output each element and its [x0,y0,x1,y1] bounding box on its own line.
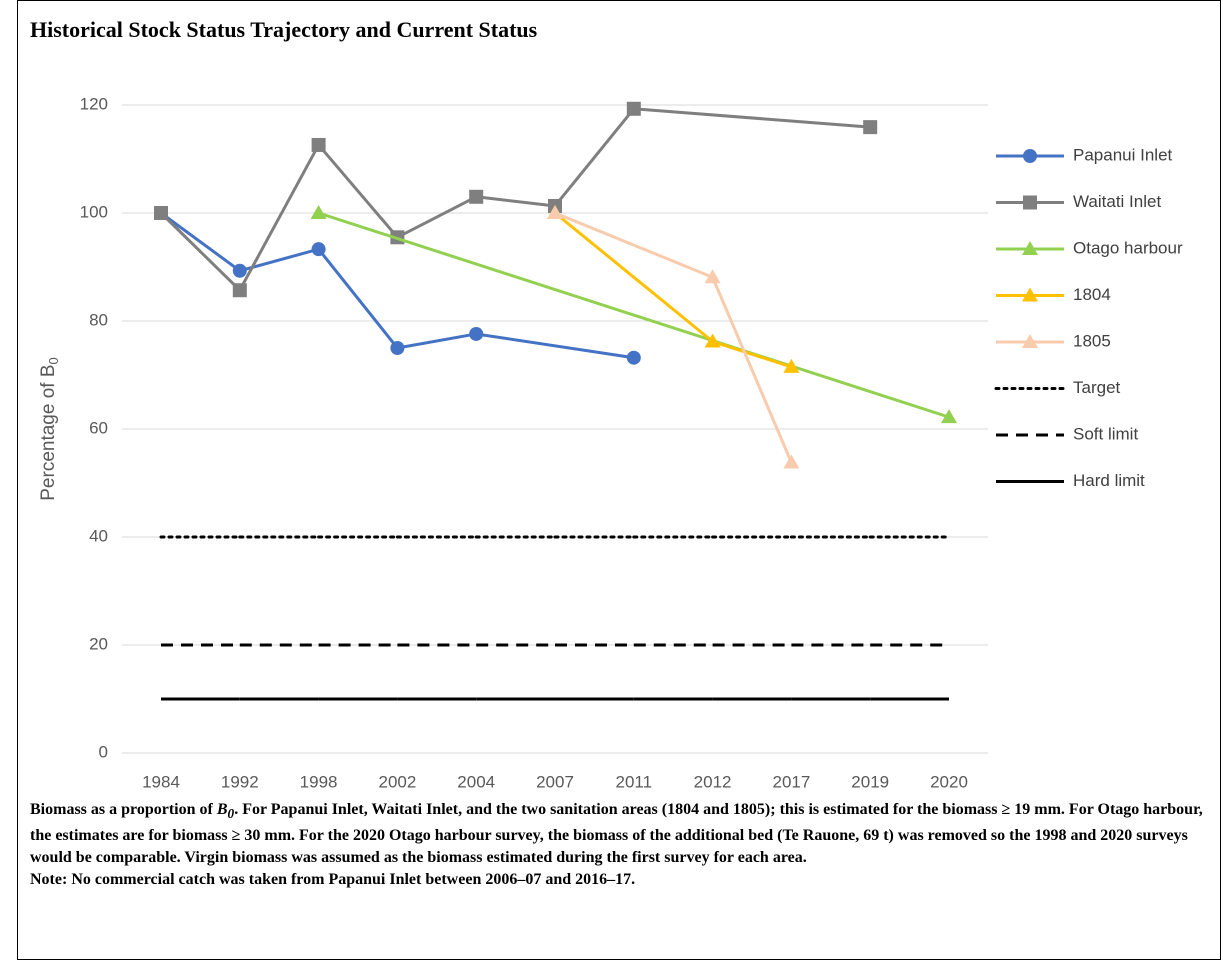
series-line [476,195,556,208]
legend-label: Hard limit [1073,471,1145,490]
caption-symbol: B [216,801,228,818]
marker [626,350,641,365]
caption-subscript: 0 [227,806,235,822]
series-line [317,143,399,239]
marker [154,206,168,220]
series-line [712,340,792,369]
x-tick-label: 2002 [378,772,416,791]
x-tick-label: 1998 [300,772,338,791]
y-axis-label: Percentage of B0 [38,357,61,501]
marker [783,358,800,373]
marker [390,341,405,355]
marker [310,205,327,219]
caption-note: Note: No commercial catch was taken from… [30,871,636,889]
legend-label: Target [1073,378,1121,397]
series-line [318,211,950,419]
marker [469,326,484,341]
series-line [317,248,399,349]
marker [311,137,326,152]
legend-label: 1804 [1073,285,1111,304]
marker [232,263,247,278]
caption-text: Biomass as a proportion of [30,801,217,818]
y-tick-label: 60 [89,418,108,437]
legend-marker [1022,241,1038,255]
y-axis-label-subscript: 0 [46,357,61,364]
y-tick-label: 100 [80,202,108,221]
legend-label: Papanui Inlet [1073,145,1173,164]
y-tick-label: 40 [89,526,108,545]
y-tick-label: 80 [89,310,108,329]
y-axis-label-text: Percentage of B [38,364,59,500]
marker [311,242,326,257]
marker [941,409,957,424]
series-line [397,332,477,350]
series-line [554,211,714,343]
x-tick-label: 2007 [536,772,574,791]
legend-label: Soft limit [1073,424,1138,443]
series-line [238,144,320,291]
x-tick-label: 2011 [616,772,653,791]
marker [626,101,641,116]
x-tick-label: 2012 [694,772,732,791]
x-tick-label: 2004 [457,772,495,791]
series-line [711,276,793,464]
x-tick-label: 2017 [772,772,810,791]
legend-label: 1805 [1073,331,1111,350]
caption: Biomass as a proportion of B0. For Papan… [30,799,1210,891]
marker [783,454,800,469]
marker [704,333,721,348]
marker [232,283,247,298]
legend-marker [1022,287,1038,302]
series-line [160,211,241,272]
y-tick-label: 0 [99,742,108,761]
legend-marker [1023,149,1037,163]
y-tick-label: 20 [89,634,108,653]
marker [863,120,878,135]
legend-label: Waitati Inlet [1073,192,1161,211]
series-line [159,211,241,292]
chart-title: Historical Stock Status Trajectory and C… [30,17,538,42]
series-line [553,107,635,207]
x-tick-label: 1992 [221,772,259,791]
y-tick-label: 120 [80,94,108,113]
series-line [633,107,871,129]
x-tick-label: 2020 [930,772,968,791]
x-tick-label: 2019 [851,772,889,791]
x-tick-label: 1984 [142,772,180,791]
series-line [475,332,635,360]
marker [547,205,563,219]
legend-label: Otago harbour [1073,238,1183,257]
figure-frame: Historical Stock Status Trajectory and C… [17,0,1221,960]
legend-marker [1023,195,1037,210]
marker [469,189,484,204]
caption-text: . For Papanui Inlet, Waitati Inlet, and … [30,801,1203,867]
series-line [554,211,714,279]
marker [704,269,721,284]
series-line [396,195,477,239]
legend-marker [1022,334,1038,348]
